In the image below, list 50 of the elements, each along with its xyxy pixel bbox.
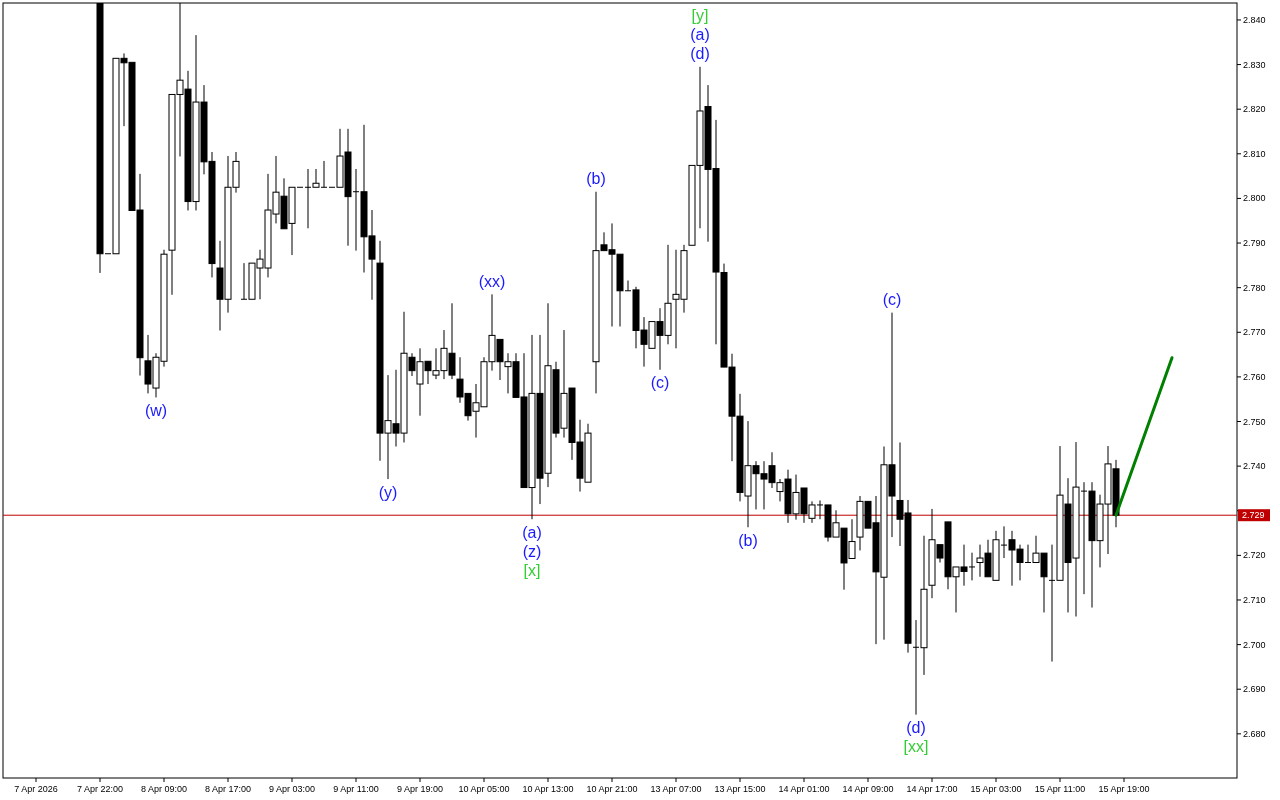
- annotation: (d): [690, 45, 710, 63]
- annotation: (c): [650, 374, 670, 392]
- annotation: [xx]: [903, 738, 929, 756]
- annotation: (y): [378, 483, 398, 501]
- annotation: (a): [690, 26, 710, 44]
- x-tick-label: 10 Apr 05:00: [458, 784, 510, 794]
- y-tick-label: 2.830: [1243, 59, 1266, 70]
- x-tick-label: 15 Apr 03:00: [970, 784, 1022, 794]
- y-tick-label: 2.740: [1243, 461, 1266, 472]
- annotation: (z): [522, 542, 542, 560]
- x-tick-label: 15 Apr 11:00: [1034, 784, 1086, 794]
- annotation: (w): [144, 401, 168, 419]
- y-tick-label: 2.840: [1243, 14, 1266, 25]
- y-tick-label: 2.790: [1243, 238, 1266, 249]
- y-tick-label: 2.770: [1243, 327, 1266, 338]
- x-tick-label: 10 Apr 13:00: [522, 784, 574, 794]
- x-tick-label: 13 Apr 07:00: [650, 784, 702, 794]
- x-tick-label: 7 Apr 22:00: [76, 784, 124, 794]
- x-tick-label: 9 Apr 11:00: [333, 784, 379, 794]
- y-tick-label: 2.820: [1243, 104, 1266, 115]
- y-tick-label: 2.810: [1243, 148, 1266, 159]
- y-tick-label: 2.710: [1243, 594, 1266, 605]
- x-tick-label: 8 Apr 17:00: [204, 784, 252, 794]
- y-tick-label: 2.750: [1243, 416, 1266, 427]
- y-tick-label: 2.680: [1243, 728, 1266, 739]
- x-tick-label: 15 Apr 19:00: [1098, 784, 1150, 794]
- x-tick-label: 14 Apr 17:00: [906, 784, 958, 794]
- y-tick-label: 2.720: [1243, 550, 1266, 561]
- y-tick-label: 2.780: [1243, 282, 1266, 293]
- x-tick-label: 14 Apr 01:00: [778, 784, 830, 794]
- x-tick-label: 10 Apr 21:00: [586, 784, 638, 794]
- y-tick-label: 2.760: [1243, 371, 1266, 382]
- y-tick-label: 2.700: [1243, 639, 1266, 650]
- x-tick-label: 8 Apr 09:00: [140, 784, 188, 794]
- annotation: [x]: [523, 561, 541, 579]
- annotation: (d): [906, 719, 926, 737]
- x-tick-label: 9 Apr 19:00: [396, 784, 444, 794]
- annotation: [y]: [691, 7, 709, 25]
- y-tick-label: 2.690: [1243, 684, 1266, 695]
- annotation: (b): [586, 170, 606, 188]
- x-tick-label: 7 Apr 2026: [14, 784, 58, 794]
- annotation: (c): [882, 291, 902, 309]
- ref-line-label: 2.729: [1242, 510, 1265, 521]
- x-tick-label: 13 Apr 15:00: [714, 784, 766, 794]
- annotation: (xx): [478, 272, 506, 290]
- x-tick-label: 9 Apr 03:00: [268, 784, 316, 794]
- x-tick-label: 14 Apr 09:00: [842, 784, 894, 794]
- annotation: (a): [522, 523, 542, 541]
- y-tick-label: 2.800: [1243, 193, 1266, 204]
- annotation: (b): [738, 531, 758, 549]
